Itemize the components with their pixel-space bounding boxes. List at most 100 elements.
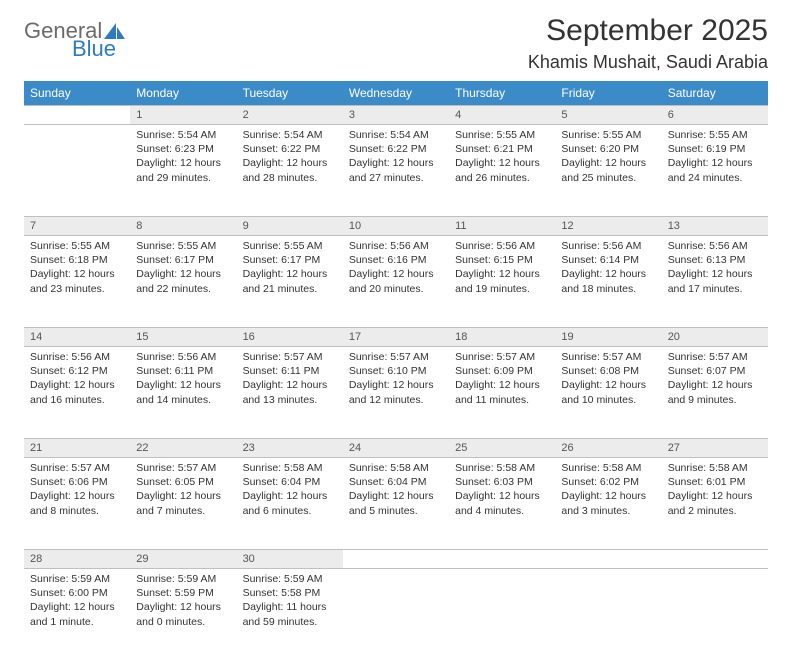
day-cell: Sunrise: 5:57 AMSunset: 6:08 PMDaylight:… bbox=[555, 347, 661, 439]
day-cell: Sunrise: 5:57 AMSunset: 6:10 PMDaylight:… bbox=[343, 347, 449, 439]
sunset-line: Sunset: 6:17 PM bbox=[243, 253, 337, 267]
sunrise-line: Sunrise: 5:58 AM bbox=[243, 461, 337, 475]
sunset-line: Sunset: 5:58 PM bbox=[243, 586, 337, 600]
day-details: Sunrise: 5:54 AMSunset: 6:22 PMDaylight:… bbox=[343, 125, 449, 191]
sunrise-line: Sunrise: 5:57 AM bbox=[136, 461, 230, 475]
daylight-line: Daylight: 12 hours and 26 minutes. bbox=[455, 156, 549, 184]
sunset-line: Sunset: 6:14 PM bbox=[561, 253, 655, 267]
day-number-cell: 19 bbox=[555, 328, 661, 347]
daylight-line: Daylight: 12 hours and 25 minutes. bbox=[561, 156, 655, 184]
daylight-line: Daylight: 11 hours and 59 minutes. bbox=[243, 600, 337, 628]
sunset-line: Sunset: 6:16 PM bbox=[349, 253, 443, 267]
sunrise-line: Sunrise: 5:59 AM bbox=[136, 572, 230, 586]
day-details: Sunrise: 5:56 AMSunset: 6:14 PMDaylight:… bbox=[555, 236, 661, 302]
sunset-line: Sunset: 6:04 PM bbox=[243, 475, 337, 489]
day-details: Sunrise: 5:55 AMSunset: 6:17 PMDaylight:… bbox=[130, 236, 236, 302]
sunrise-line: Sunrise: 5:56 AM bbox=[668, 239, 762, 253]
sunrise-line: Sunrise: 5:54 AM bbox=[136, 128, 230, 142]
day-cell: Sunrise: 5:58 AMSunset: 6:03 PMDaylight:… bbox=[449, 458, 555, 550]
day-details: Sunrise: 5:55 AMSunset: 6:21 PMDaylight:… bbox=[449, 125, 555, 191]
sunrise-line: Sunrise: 5:56 AM bbox=[455, 239, 549, 253]
day-cell: Sunrise: 5:55 AMSunset: 6:19 PMDaylight:… bbox=[662, 125, 768, 217]
sunset-line: Sunset: 6:22 PM bbox=[349, 142, 443, 156]
day-number-cell: 10 bbox=[343, 217, 449, 236]
day-number-cell: 24 bbox=[343, 439, 449, 458]
daylight-line: Daylight: 12 hours and 3 minutes. bbox=[561, 489, 655, 517]
weekday-header: Wednesday bbox=[343, 81, 449, 106]
sunrise-line: Sunrise: 5:58 AM bbox=[561, 461, 655, 475]
sunset-line: Sunset: 6:08 PM bbox=[561, 364, 655, 378]
page-header: General Blue September 2025 Khamis Musha… bbox=[24, 14, 768, 73]
day-details: Sunrise: 5:56 AMSunset: 6:16 PMDaylight:… bbox=[343, 236, 449, 302]
day-cell: Sunrise: 5:54 AMSunset: 6:22 PMDaylight:… bbox=[237, 125, 343, 217]
location-subtitle: Khamis Mushait, Saudi Arabia bbox=[528, 52, 768, 73]
sunrise-line: Sunrise: 5:55 AM bbox=[30, 239, 124, 253]
day-number-row: 123456 bbox=[24, 106, 768, 125]
day-content-row: Sunrise: 5:56 AMSunset: 6:12 PMDaylight:… bbox=[24, 347, 768, 439]
sunset-line: Sunset: 6:09 PM bbox=[455, 364, 549, 378]
daylight-line: Daylight: 12 hours and 17 minutes. bbox=[668, 267, 762, 295]
sunset-line: Sunset: 6:13 PM bbox=[668, 253, 762, 267]
day-details: Sunrise: 5:58 AMSunset: 6:04 PMDaylight:… bbox=[237, 458, 343, 524]
day-number-cell bbox=[343, 550, 449, 569]
day-number-cell: 15 bbox=[130, 328, 236, 347]
daylight-line: Daylight: 12 hours and 18 minutes. bbox=[561, 267, 655, 295]
day-cell: Sunrise: 5:59 AMSunset: 5:59 PMDaylight:… bbox=[130, 569, 236, 661]
day-number-cell: 30 bbox=[237, 550, 343, 569]
day-number-cell: 25 bbox=[449, 439, 555, 458]
day-number-cell: 13 bbox=[662, 217, 768, 236]
daylight-line: Daylight: 12 hours and 7 minutes. bbox=[136, 489, 230, 517]
weekday-header: Sunday bbox=[24, 81, 130, 106]
day-details: Sunrise: 5:58 AMSunset: 6:04 PMDaylight:… bbox=[343, 458, 449, 524]
day-details: Sunrise: 5:58 AMSunset: 6:03 PMDaylight:… bbox=[449, 458, 555, 524]
day-cell: Sunrise: 5:56 AMSunset: 6:14 PMDaylight:… bbox=[555, 236, 661, 328]
day-details: Sunrise: 5:54 AMSunset: 6:23 PMDaylight:… bbox=[130, 125, 236, 191]
brand-logo: General Blue bbox=[24, 14, 126, 60]
sunset-line: Sunset: 6:19 PM bbox=[668, 142, 762, 156]
weekday-header: Monday bbox=[130, 81, 236, 106]
sunrise-line: Sunrise: 5:56 AM bbox=[349, 239, 443, 253]
daylight-line: Daylight: 12 hours and 10 minutes. bbox=[561, 378, 655, 406]
day-cell: Sunrise: 5:56 AMSunset: 6:13 PMDaylight:… bbox=[662, 236, 768, 328]
daylight-line: Daylight: 12 hours and 20 minutes. bbox=[349, 267, 443, 295]
sunrise-line: Sunrise: 5:57 AM bbox=[30, 461, 124, 475]
day-number-row: 14151617181920 bbox=[24, 328, 768, 347]
day-details: Sunrise: 5:55 AMSunset: 6:19 PMDaylight:… bbox=[662, 125, 768, 191]
day-content-row: Sunrise: 5:55 AMSunset: 6:18 PMDaylight:… bbox=[24, 236, 768, 328]
daylight-line: Daylight: 12 hours and 21 minutes. bbox=[243, 267, 337, 295]
sunset-line: Sunset: 6:04 PM bbox=[349, 475, 443, 489]
day-number-cell: 8 bbox=[130, 217, 236, 236]
day-cell: Sunrise: 5:55 AMSunset: 6:20 PMDaylight:… bbox=[555, 125, 661, 217]
sunrise-line: Sunrise: 5:54 AM bbox=[243, 128, 337, 142]
day-number-cell: 21 bbox=[24, 439, 130, 458]
day-number-cell: 26 bbox=[555, 439, 661, 458]
daylight-line: Daylight: 12 hours and 11 minutes. bbox=[455, 378, 549, 406]
day-details: Sunrise: 5:57 AMSunset: 6:10 PMDaylight:… bbox=[343, 347, 449, 413]
sunrise-line: Sunrise: 5:55 AM bbox=[455, 128, 549, 142]
day-number-cell bbox=[555, 550, 661, 569]
day-cell bbox=[555, 569, 661, 661]
sunrise-line: Sunrise: 5:55 AM bbox=[136, 239, 230, 253]
day-number-row: 78910111213 bbox=[24, 217, 768, 236]
day-number-row: 282930 bbox=[24, 550, 768, 569]
weekday-header: Friday bbox=[555, 81, 661, 106]
sunset-line: Sunset: 6:00 PM bbox=[30, 586, 124, 600]
daylight-line: Daylight: 12 hours and 12 minutes. bbox=[349, 378, 443, 406]
sunrise-line: Sunrise: 5:57 AM bbox=[243, 350, 337, 364]
day-number-cell: 28 bbox=[24, 550, 130, 569]
day-number-cell: 2 bbox=[237, 106, 343, 125]
sunrise-line: Sunrise: 5:58 AM bbox=[349, 461, 443, 475]
day-details: Sunrise: 5:56 AMSunset: 6:11 PMDaylight:… bbox=[130, 347, 236, 413]
day-number-cell: 14 bbox=[24, 328, 130, 347]
day-details: Sunrise: 5:55 AMSunset: 6:18 PMDaylight:… bbox=[24, 236, 130, 302]
weekday-header: Tuesday bbox=[237, 81, 343, 106]
sunrise-line: Sunrise: 5:55 AM bbox=[243, 239, 337, 253]
day-cell: Sunrise: 5:57 AMSunset: 6:11 PMDaylight:… bbox=[237, 347, 343, 439]
day-number-cell: 17 bbox=[343, 328, 449, 347]
sunset-line: Sunset: 6:20 PM bbox=[561, 142, 655, 156]
day-details: Sunrise: 5:57 AMSunset: 6:07 PMDaylight:… bbox=[662, 347, 768, 413]
daylight-line: Daylight: 12 hours and 9 minutes. bbox=[668, 378, 762, 406]
day-cell: Sunrise: 5:56 AMSunset: 6:11 PMDaylight:… bbox=[130, 347, 236, 439]
sunset-line: Sunset: 6:05 PM bbox=[136, 475, 230, 489]
day-cell: Sunrise: 5:54 AMSunset: 6:22 PMDaylight:… bbox=[343, 125, 449, 217]
